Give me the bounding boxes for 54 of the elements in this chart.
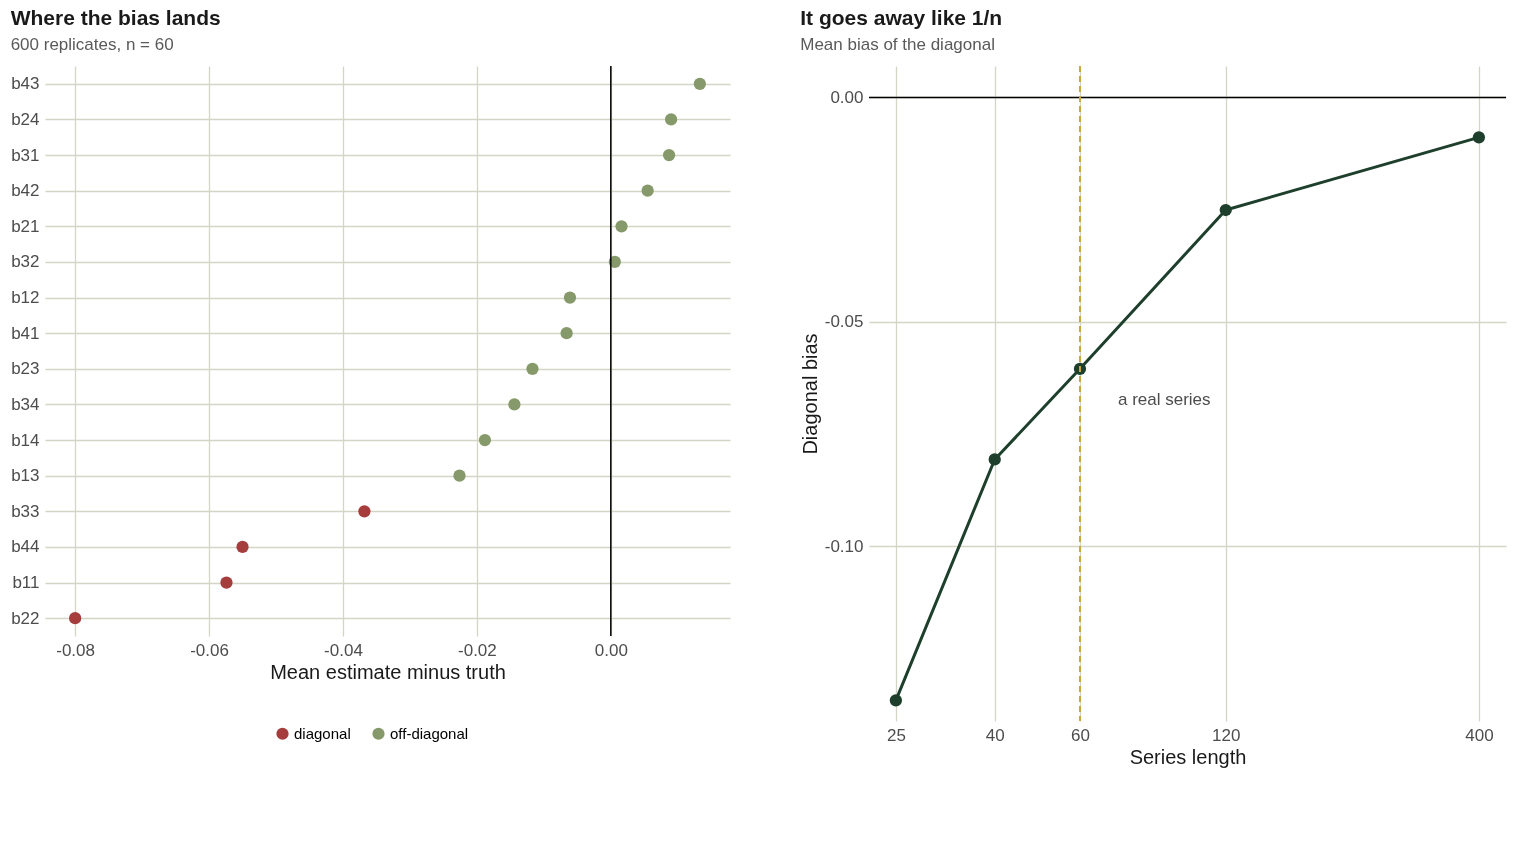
y-axis-title: Diagonal bias: [798, 333, 821, 455]
chart-title: Where the bias lands: [10, 6, 221, 30]
chart-title: It goes away like 1/n: [800, 6, 1003, 29]
y-tick-label: b31: [11, 145, 40, 165]
legend-label: off-diagonal: [390, 724, 469, 742]
x-tick-label: -0.02: [458, 640, 497, 660]
point: [358, 505, 371, 518]
y-tick-label: b43: [11, 74, 40, 94]
chart-subtitle: 600 replicates, n = 60: [10, 35, 174, 55]
x-tick-label: 120: [1212, 725, 1241, 745]
point: [236, 540, 249, 554]
point: [453, 469, 466, 482]
point: [69, 612, 82, 625]
point: [662, 148, 676, 162]
y-tick-label: b33: [11, 501, 40, 521]
point: [478, 433, 492, 447]
point: [664, 113, 678, 126]
x-tick-label: 40: [985, 725, 1005, 745]
x-tick-label: 25: [886, 725, 906, 745]
y-tick-label: b22: [11, 608, 40, 628]
point: [560, 327, 573, 340]
y-tick-label: b44: [11, 537, 40, 557]
point: [693, 77, 706, 90]
y-tick-label: b14: [11, 430, 40, 450]
x-axis-title: Mean estimate minus truth: [270, 660, 506, 683]
y-tick-label: b32: [11, 252, 40, 272]
y-tick-label: b21: [11, 216, 40, 236]
x-tick-label: 0.00: [594, 640, 628, 660]
point: [641, 184, 654, 197]
y-tick-label: b24: [11, 109, 40, 129]
y-tick-label: b23: [11, 359, 40, 379]
x-tick-label: -0.08: [56, 640, 96, 660]
y-tick-label: b34: [11, 394, 40, 414]
y-tick-label: b11: [12, 573, 40, 593]
ref-line-label: a real series: [1117, 390, 1211, 410]
y-tick-label: 0.00: [830, 87, 864, 107]
y-tick-label: b41: [11, 323, 40, 343]
point: [563, 291, 577, 304]
legend-label: diagonal: [294, 724, 351, 742]
point: [508, 398, 521, 411]
y-tick-label: b42: [11, 181, 40, 201]
point: [615, 220, 628, 233]
y-tick-label: -0.05: [824, 312, 864, 332]
x-tick-label: 400: [1465, 725, 1494, 745]
x-tick-label: -0.06: [190, 640, 229, 660]
x-tick-label: -0.04: [324, 640, 363, 660]
x-axis-title: Series length: [1129, 745, 1247, 768]
point: [526, 362, 539, 375]
x-tick-label: 60: [1071, 725, 1090, 745]
y-tick-label: -0.10: [824, 536, 864, 556]
y-tick-label: b12: [11, 288, 40, 308]
point: [220, 576, 233, 589]
chart-subtitle: Mean bias of the diagonal: [800, 35, 995, 54]
y-tick-label: b13: [11, 466, 40, 486]
